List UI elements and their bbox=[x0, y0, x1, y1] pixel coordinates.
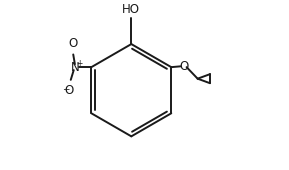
Text: O: O bbox=[179, 60, 188, 73]
Text: N: N bbox=[71, 61, 80, 74]
Text: −: − bbox=[62, 84, 70, 93]
Text: HO: HO bbox=[121, 3, 140, 16]
Text: O: O bbox=[65, 84, 74, 97]
Text: +: + bbox=[76, 59, 83, 68]
Text: O: O bbox=[68, 37, 78, 50]
